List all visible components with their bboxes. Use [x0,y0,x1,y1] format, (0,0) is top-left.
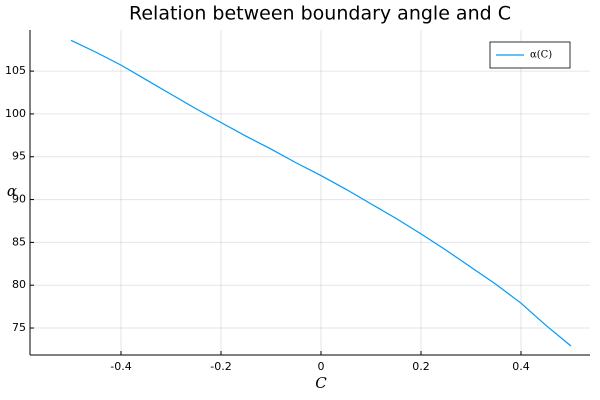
x-tick-label: 0.2 [412,360,430,373]
chart-title: Relation between boundary angle and C [129,3,511,25]
legend-box [489,41,571,69]
x-tick-label: 0 [318,360,325,373]
legend-label: α(C) [530,50,552,61]
data-line [70,39,572,347]
y-tick-label: 100 [5,107,26,120]
y-tick-label: 90 [12,193,26,206]
y-tick-label: 105 [5,64,26,77]
x-tick-label: 0.4 [512,360,530,373]
y-axis-label: α [7,182,17,200]
y-tick-label: 95 [12,150,26,163]
y-tick-label: 80 [12,278,26,291]
x-tick-label: -0.2 [210,360,231,373]
y-tick-label: 75 [12,321,26,334]
x-axis-label: C [315,374,327,392]
x-tick-label: -0.4 [110,360,131,373]
y-tick-label: 85 [12,235,26,248]
